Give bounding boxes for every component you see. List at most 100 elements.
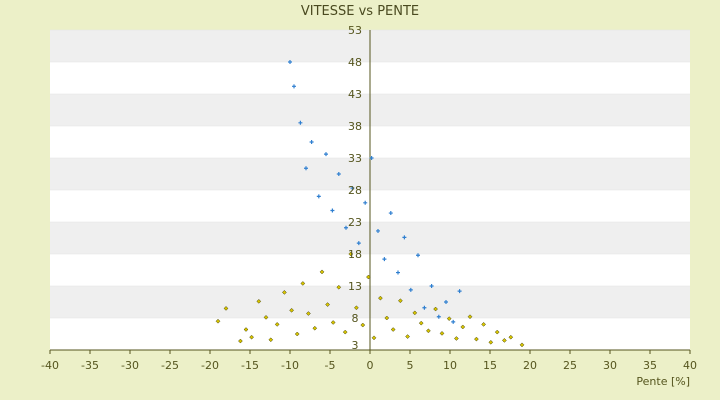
x-tick-label: -15: [241, 359, 259, 372]
data-point: [263, 315, 269, 320]
data-point: [396, 270, 400, 275]
data-point: [426, 328, 431, 334]
x-tick-label: 0: [367, 359, 374, 372]
data-point: [436, 314, 441, 319]
data-point: [342, 329, 348, 335]
data-point: [292, 84, 296, 89]
data-point: [336, 284, 342, 290]
data-point: [350, 186, 355, 191]
data-point: [460, 324, 466, 330]
data-point: [457, 289, 462, 294]
data-point: [249, 334, 254, 340]
data-point: [294, 331, 300, 337]
data-point: [360, 322, 366, 328]
data-point: [488, 339, 494, 345]
data-point: [306, 311, 311, 316]
y-tick-label: 28: [348, 184, 362, 197]
data-point: [325, 302, 330, 307]
data-point: [354, 305, 359, 311]
data-point: [268, 337, 274, 343]
data-point: [422, 305, 427, 310]
data-point: [451, 319, 456, 324]
x-axis-label: Pente [%]: [636, 375, 690, 388]
y-tick-label: 8: [352, 312, 359, 325]
y-tick-label: 38: [348, 120, 362, 133]
data-point: [243, 327, 249, 332]
data-point: [312, 325, 318, 331]
data-point: [508, 334, 514, 340]
x-tick-label: -10: [281, 359, 299, 372]
data-point: [412, 310, 418, 316]
data-point: [502, 338, 507, 343]
data-point: [298, 120, 303, 125]
x-tick-label: -30: [121, 359, 139, 372]
data-point: [494, 329, 500, 335]
y-tick-label: 53: [348, 24, 362, 37]
data-point: [344, 225, 348, 230]
data-point: [304, 166, 308, 171]
data-point: [356, 241, 361, 246]
x-tick-label: -35: [81, 359, 99, 372]
data-point: [330, 208, 335, 213]
data-point: [444, 300, 448, 304]
data-point: [348, 251, 354, 257]
x-tick-label: 30: [603, 359, 617, 372]
data-point: [282, 290, 287, 295]
data-point: [309, 140, 314, 144]
x-tick-label: 25: [563, 359, 577, 372]
data-point: [215, 318, 221, 324]
data-point: [481, 322, 486, 327]
x-tick-label: 35: [643, 359, 657, 372]
data-point: [439, 331, 445, 336]
axes: [49, 30, 691, 354]
data-point: [454, 336, 459, 341]
data-point: [398, 298, 403, 304]
data-point: [336, 172, 341, 176]
data-point: [371, 335, 377, 341]
x-tick-label: 40: [683, 359, 697, 372]
data-point: [256, 299, 262, 304]
data-point: [363, 200, 368, 205]
data-point: [467, 314, 473, 320]
data-point: [316, 194, 321, 199]
data-point: [300, 281, 306, 286]
data-point: [402, 235, 407, 240]
data-point: [416, 253, 420, 258]
data-point: [474, 336, 479, 342]
y-tick-label: 3: [352, 339, 359, 352]
data-point: [418, 320, 424, 326]
data-point: [274, 322, 280, 327]
data-point: [390, 327, 396, 332]
data-point: [382, 257, 387, 262]
data-point: [384, 315, 390, 321]
x-tick-label: 20: [523, 359, 537, 372]
data-point: [405, 334, 410, 339]
data-point: [446, 316, 452, 321]
x-tick-label: -40: [41, 359, 59, 372]
y-tick-label: 13: [348, 280, 362, 293]
data-point: [378, 295, 383, 301]
data-point: [369, 156, 374, 160]
data-point: [429, 284, 434, 288]
x-tick-label: -25: [161, 359, 179, 372]
y-tick-label: 18: [348, 248, 362, 261]
x-tick-labels: -40 -35 -30 -25 -20 -15 -10 -5 0 5 10 15 20 25 30 35 40: [41, 359, 697, 372]
data-point: [289, 307, 294, 313]
data-point: [433, 306, 438, 312]
y-tick-label: 33: [348, 152, 362, 165]
data-point: [319, 269, 325, 275]
x-tick-label: -5: [325, 359, 336, 372]
data-point: [376, 228, 380, 233]
y-tick-label: 48: [348, 56, 362, 69]
data-point: [519, 342, 525, 348]
data-point: [388, 211, 393, 216]
data-point: [223, 306, 229, 311]
data-point: [238, 338, 243, 344]
x-tick-label: -20: [201, 359, 219, 372]
x-tick-label: 5: [407, 359, 414, 372]
data-point: [330, 320, 336, 325]
y-tick-label: 23: [348, 216, 362, 229]
